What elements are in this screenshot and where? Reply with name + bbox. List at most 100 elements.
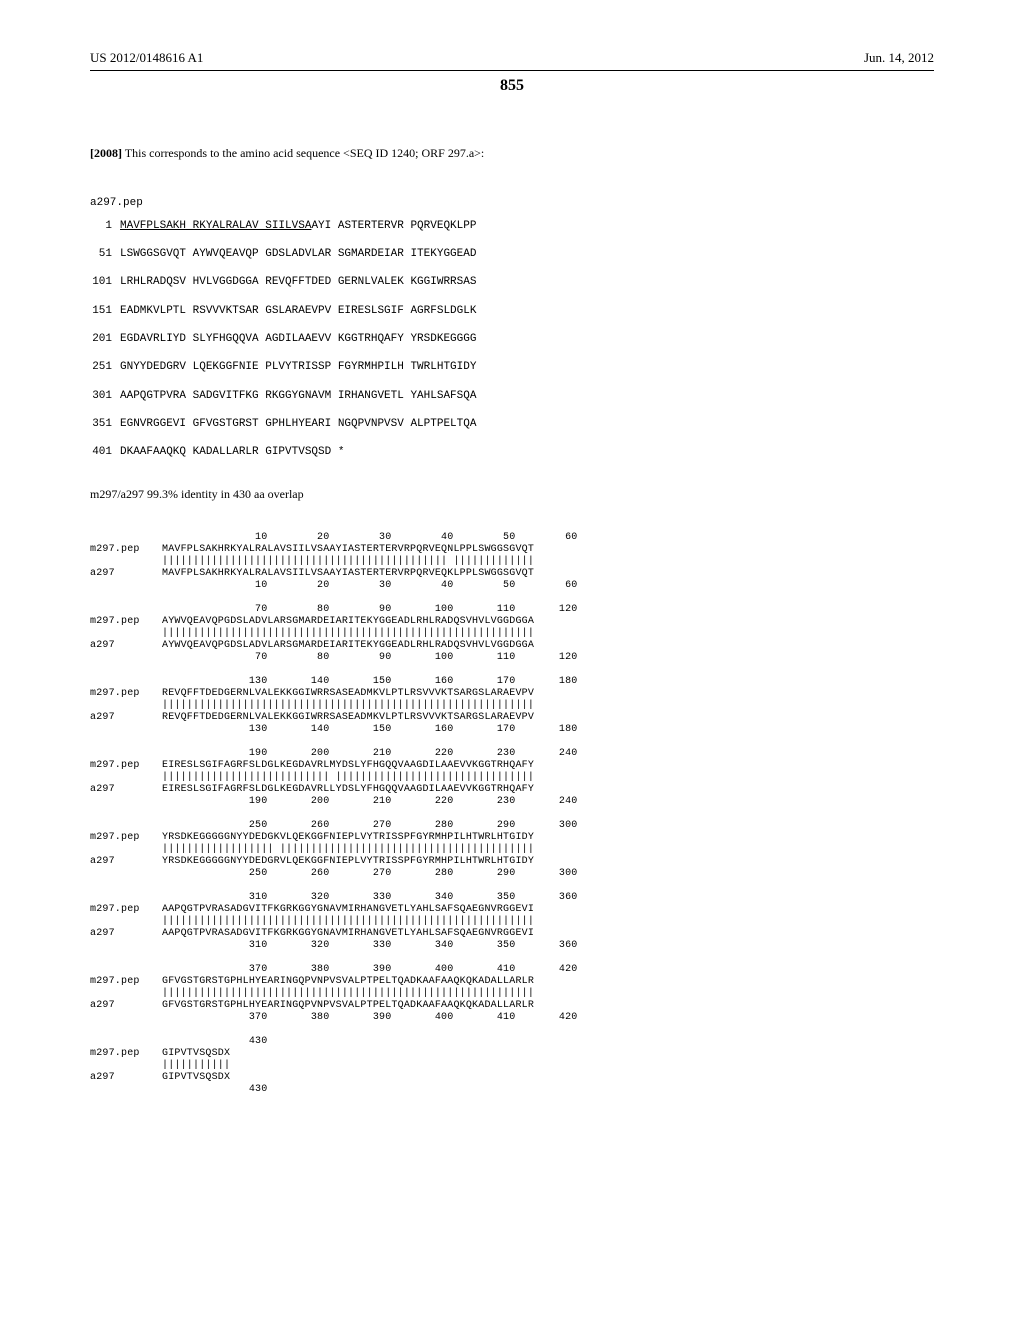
sequence-text: GNYYDEDGRV LQEKGGFNIE PLVYTRISSP FGYRMHP… bbox=[120, 360, 934, 374]
query-label: m297.pep bbox=[90, 544, 162, 556]
query-seq: GIPVTVSQSDX bbox=[162, 1048, 934, 1060]
match-line: ||||||||||||||||||||||||||||||||||||||||… bbox=[90, 556, 934, 568]
alignment-line: m297.pepMAVFPLSAKHRKYALRALAVSIILVSAAYIAS… bbox=[90, 544, 934, 556]
ruler-bottom: 190 200 210 220 230 240 bbox=[90, 796, 934, 808]
sequence-index: 301 bbox=[90, 389, 120, 403]
sequence-text: DKAAFAAQKQ KADALLARLR GIPVTVSQSD * bbox=[120, 445, 934, 459]
ruler-bottom: 70 80 90 100 110 120 bbox=[90, 652, 934, 664]
alignment-line: m297.pepGFVGSTGRSTGPHLHYEARINGQPVNPVSVAL… bbox=[90, 976, 934, 988]
alignment-line: a297AYWVQEAVQPGDSLADVLARSGMARDEIARITEKYG… bbox=[90, 640, 934, 652]
query-seq: REVQFFTDEDGERNLVALEKKGGIWRRSASEADMKVLPTL… bbox=[162, 688, 934, 700]
alignment-line: a297MAVFPLSAKHRKYALRALAVSIILVSAAYIASTERT… bbox=[90, 568, 934, 580]
sequence-rows: 1MAVFPLSAKH RKYALRALAV SIILVSAAYI ASTERT… bbox=[90, 219, 934, 460]
query-seq: AAPQGTPVRASADGVITFKGRKGGYGNAVMIRHANGVETL… bbox=[162, 904, 934, 916]
sequence-row: 351EGNVRGGEVI GFVGSTGRST GPHLHYEARI NGQP… bbox=[90, 417, 934, 431]
subject-seq: GFVGSTGRSTGPHLHYEARINGQPVNPVSVALPTPELTQA… bbox=[162, 1000, 934, 1012]
sequence-row: 401DKAAFAAQKQ KADALLARLR GIPVTVSQSD * bbox=[90, 445, 934, 459]
alignment-group: 310 320 330 340 350 360m297.pepAAPQGTPVR… bbox=[90, 892, 934, 952]
subject-seq: YRSDKEGGGGGNYYDEDGRVLQEKGGFNIEPLVYTRISSP… bbox=[162, 856, 934, 868]
ruler-top: 370 380 390 400 410 420 bbox=[90, 964, 934, 976]
alignment-line: m297.pepAYWVQEAVQPGDSLADVLARSGMARDEIARIT… bbox=[90, 616, 934, 628]
subject-seq: MAVFPLSAKHRKYALRALAVSIILVSAAYIASTERTERVR… bbox=[162, 568, 934, 580]
alignment-line: a297AAPQGTPVRASADGVITFKGRKGGYGNAVMIRHANG… bbox=[90, 928, 934, 940]
page-number: 855 bbox=[90, 77, 934, 95]
match-line: ||||||||||||||||||||||||||||||||||||||||… bbox=[90, 916, 934, 928]
alignment-group: 130 140 150 160 170 180m297.pepREVQFFTDE… bbox=[90, 676, 934, 736]
ruler-top: 130 140 150 160 170 180 bbox=[90, 676, 934, 688]
subject-seq: REVQFFTDEDGERNLVALEKKGGIWRRSASEADMKVLPTL… bbox=[162, 712, 934, 724]
sequence-row: 201EGDAVRLIYD SLYFHGQQVA AGDILAAEVV KGGT… bbox=[90, 332, 934, 346]
sequence-index: 101 bbox=[90, 275, 120, 289]
query-label: m297.pep bbox=[90, 616, 162, 628]
sequence-text: EGDAVRLIYD SLYFHGQQVA AGDILAAEVV KGGTRHQ… bbox=[120, 332, 934, 346]
subject-label: a297 bbox=[90, 640, 162, 652]
query-label: m297.pep bbox=[90, 904, 162, 916]
query-label: m297.pep bbox=[90, 1048, 162, 1060]
sequence-row: 51LSWGGSGVQT AYWVQEAVQP GDSLADVLAR SGMAR… bbox=[90, 247, 934, 261]
paragraph-2008: [2008] This corresponds to the amino aci… bbox=[90, 145, 934, 162]
subject-label: a297 bbox=[90, 1000, 162, 1012]
subject-seq: AYWVQEAVQPGDSLADVLARSGMARDEIARITEKYGGEAD… bbox=[162, 640, 934, 652]
subject-label: a297 bbox=[90, 712, 162, 724]
sequence-text: LSWGGSGVQT AYWVQEAVQP GDSLADVLAR SGMARDE… bbox=[120, 247, 934, 261]
page-header: US 2012/0148616 A1 Jun. 14, 2012 bbox=[90, 50, 934, 66]
query-label: m297.pep bbox=[90, 832, 162, 844]
sequence-index: 151 bbox=[90, 304, 120, 318]
alignment-line: m297.pepYRSDKEGGGGGNYYDEDGKVLQEKGGFNIEPL… bbox=[90, 832, 934, 844]
alignment-group: 250 260 270 280 290 300 m297.pepYRSDKEGGG… bbox=[90, 820, 934, 880]
match-line: ||||||||||||||||||||||||||||||||||||||||… bbox=[90, 700, 934, 712]
subject-seq: GIPVTVSQSDX bbox=[162, 1072, 934, 1084]
alignment-line: a297REVQFFTDEDGERNLVALEKKGGIWRRSASEADMKV… bbox=[90, 712, 934, 724]
sequence-row: 1MAVFPLSAKH RKYALRALAV SIILVSAAYI ASTERT… bbox=[90, 219, 934, 233]
match-line: ||||||||||||||||||||||||||| ||||||||||||… bbox=[90, 772, 934, 784]
subject-label: a297 bbox=[90, 784, 162, 796]
query-seq: MAVFPLSAKHRKYALRALAVSIILVSAAYIASTERTERVR… bbox=[162, 544, 934, 556]
alignment-line: a297GIPVTVSQSDX bbox=[90, 1072, 934, 1084]
alignment-group: 430m297.pepGIPVTVSQSDX|||||||||||a297GIP… bbox=[90, 1036, 934, 1096]
query-seq: EIRESLSGIFAGRFSLDGLKEGDAVRLMYDSLYFHGQQVA… bbox=[162, 760, 934, 772]
query-seq: AYWVQEAVQPGDSLADVLARSGMARDEIARITEKYGGEAD… bbox=[162, 616, 934, 628]
publication-date: Jun. 14, 2012 bbox=[864, 50, 934, 66]
ruler-top: 430 bbox=[90, 1036, 934, 1048]
ruler-top: 190 200 210 220 230 240 bbox=[90, 748, 934, 760]
alignment-line: a297GFVGSTGRSTGPHLHYEARINGQPVNPVSVALPTPE… bbox=[90, 1000, 934, 1012]
alignment-line: m297.pepREVQFFTDEDGERNLVALEKKGGIWRRSASEA… bbox=[90, 688, 934, 700]
sequence-row: 251GNYYDEDGRV LQEKGGFNIE PLVYTRISSP FGYR… bbox=[90, 360, 934, 374]
sequence-text: EADMKVLPTL RSVVVKTSAR GSLARAEVPV EIRESLS… bbox=[120, 304, 934, 318]
match-line: ||||||||||| bbox=[90, 1060, 934, 1072]
query-label: m297.pep bbox=[90, 976, 162, 988]
alignment-block: 10 20 30 40 50 60m297.pepMAVFPLSAKHRKYAL… bbox=[90, 532, 934, 1096]
alignment-group: 370 380 390 400 410 420m297.pepGFVGSTGRS… bbox=[90, 964, 934, 1024]
alignment-group: 190 200 210 220 230 240m297.pepEIRESLSGI… bbox=[90, 748, 934, 808]
subject-label: a297 bbox=[90, 928, 162, 940]
ruler-bottom: 310 320 330 340 350 360 bbox=[90, 940, 934, 952]
paragraph-text: This corresponds to the amino acid seque… bbox=[122, 146, 484, 160]
subject-seq: EIRESLSGIFAGRFSLDGLKEGDAVRLLYDSLYFHGQQVA… bbox=[162, 784, 934, 796]
alignment-line: a297EIRESLSGIFAGRFSLDGLKEGDAVRLLYDSLYFHG… bbox=[90, 784, 934, 796]
sequence-text: EGNVRGGEVI GFVGSTGRST GPHLHYEARI NGQPVNP… bbox=[120, 417, 934, 431]
match-line: ||||||||||||||||||||||||||||||||||||||||… bbox=[90, 628, 934, 640]
ruler-bottom: 130 140 150 160 170 180 bbox=[90, 724, 934, 736]
subject-label: a297 bbox=[90, 568, 162, 580]
ruler-bottom: 250 260 270 280 290 300 bbox=[90, 868, 934, 880]
alignment-line: a297YRSDKEGGGGGNYYDEDGRVLQEKGGFNIEPLVYTR… bbox=[90, 856, 934, 868]
query-seq: GFVGSTGRSTGPHLHYEARINGQPVNPVSVALPTPELTQA… bbox=[162, 976, 934, 988]
subject-seq: AAPQGTPVRASADGVITFKGRKGGYGNAVMIRHANGVETL… bbox=[162, 928, 934, 940]
sequence-label: a297.pep bbox=[90, 197, 934, 209]
ruler-bottom: 370 380 390 400 410 420 bbox=[90, 1012, 934, 1024]
paragraph-number: [2008] bbox=[90, 146, 122, 160]
sequence-index: 351 bbox=[90, 417, 120, 431]
ruler-top: 70 80 90 100 110 120 bbox=[90, 604, 934, 616]
alignment-line: m297.pepGIPVTVSQSDX bbox=[90, 1048, 934, 1060]
sequence-index: 1 bbox=[90, 219, 120, 233]
ruler-bottom: 10 20 30 40 50 60 bbox=[90, 580, 934, 592]
sequence-index: 201 bbox=[90, 332, 120, 346]
header-divider bbox=[90, 70, 934, 71]
sequence-text: LRHLRADQSV HVLVGGDGGA REVQFFTDED GERNLVA… bbox=[120, 275, 934, 289]
identity-line: m297/a297 99.3% identity in 430 aa overl… bbox=[90, 487, 934, 502]
ruler-top: 10 20 30 40 50 60 bbox=[90, 532, 934, 544]
sequence-block: a297.pep 1MAVFPLSAKH RKYALRALAV SIILVSAA… bbox=[90, 197, 934, 460]
subject-label: a297 bbox=[90, 856, 162, 868]
ruler-top: 310 320 330 340 350 360 bbox=[90, 892, 934, 904]
sequence-index: 251 bbox=[90, 360, 120, 374]
